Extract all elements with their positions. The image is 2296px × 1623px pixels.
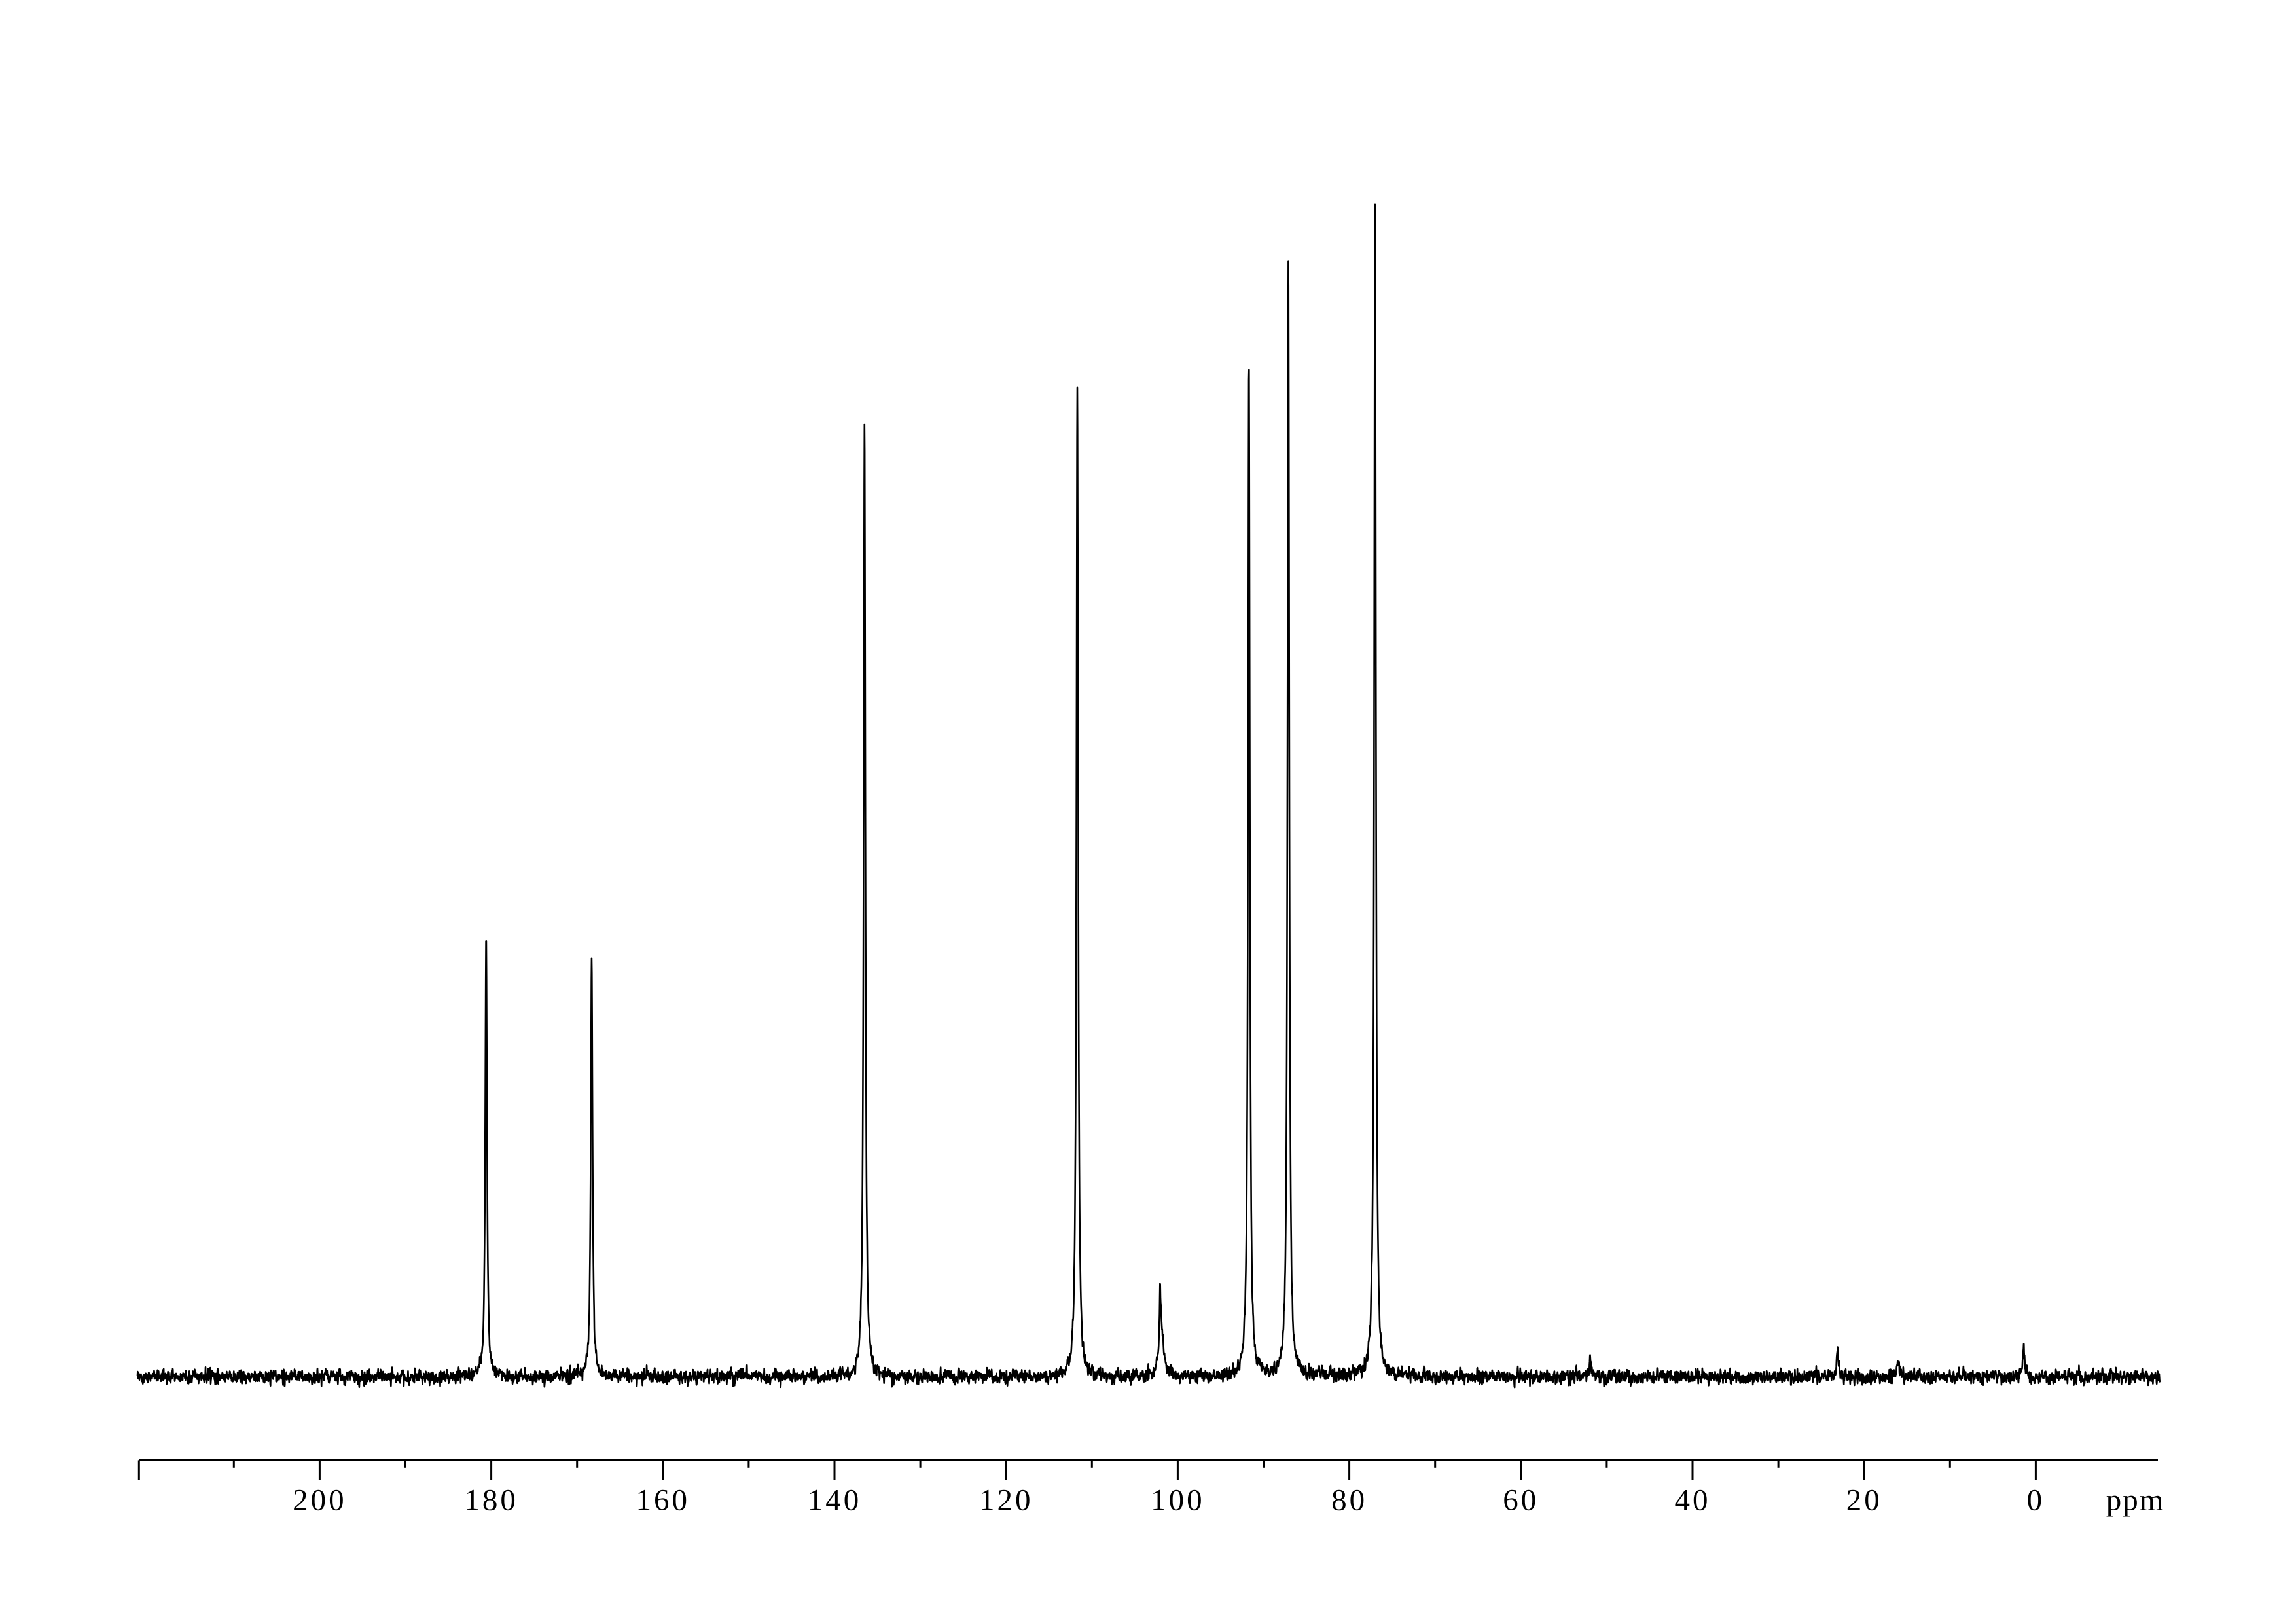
svg-text:140: 140 bbox=[808, 1483, 862, 1517]
svg-text:ppm: ppm bbox=[2106, 1483, 2165, 1517]
svg-text:120: 120 bbox=[979, 1483, 1033, 1517]
svg-text:160: 160 bbox=[636, 1483, 691, 1517]
svg-text:180: 180 bbox=[464, 1483, 518, 1517]
svg-text:60: 60 bbox=[1503, 1483, 1539, 1517]
svg-text:100: 100 bbox=[1151, 1483, 1205, 1517]
svg-text:80: 80 bbox=[1331, 1483, 1367, 1517]
svg-text:0: 0 bbox=[2027, 1483, 2045, 1517]
svg-text:200: 200 bbox=[293, 1483, 347, 1517]
svg-text:40: 40 bbox=[1675, 1483, 1711, 1517]
svg-text:20: 20 bbox=[1846, 1483, 1882, 1517]
